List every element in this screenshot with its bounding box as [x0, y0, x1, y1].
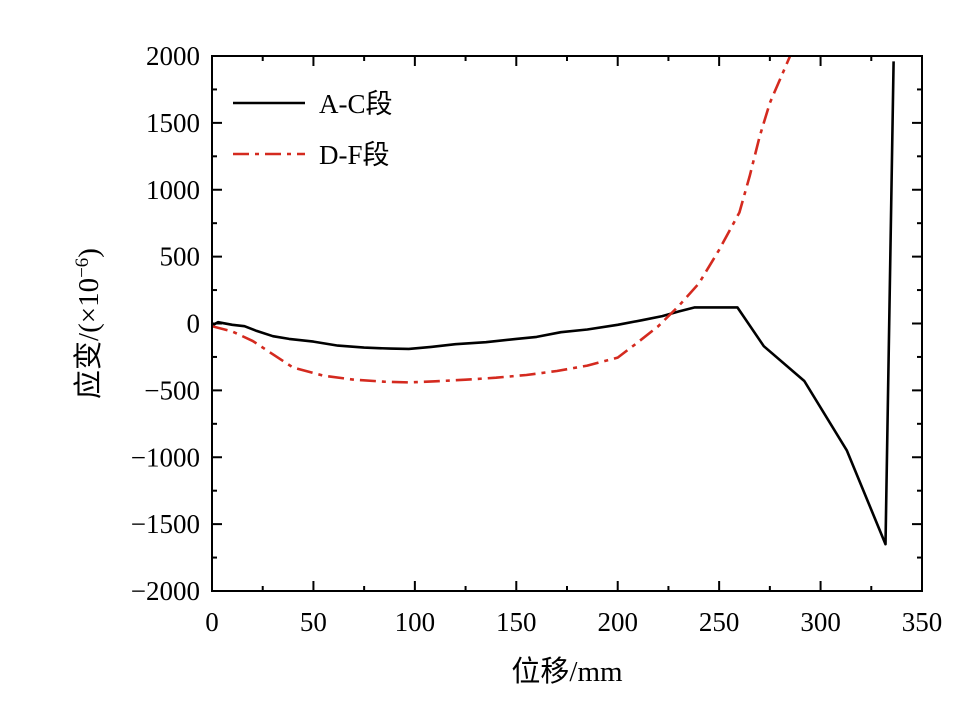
plot-frame — [211, 55, 923, 592]
series-line-df — [212, 56, 792, 384]
x-tick-label: 100 — [395, 607, 436, 637]
y-tick-label: 0 — [187, 309, 201, 339]
y-tick-label: −500 — [144, 375, 200, 405]
x-tick-label: 150 — [496, 607, 537, 637]
y-tick-label: −1000 — [131, 442, 200, 472]
series-layer — [212, 56, 895, 546]
series-line-ac — [212, 61, 895, 546]
y-tick-label: 1000 — [146, 175, 200, 205]
tick-label-layer: 0 50 100 150 200 250 300 350 −2000 −1500 −1000 −500… — [131, 41, 942, 637]
y-tick-label: 2000 — [146, 41, 200, 71]
x-tick-label: 300 — [800, 607, 841, 637]
y-tick-label: 500 — [160, 242, 201, 272]
x-tick-label: 200 — [597, 607, 638, 637]
legend-label-df: D-F段 — [319, 140, 390, 170]
y-axis-title-tail: ) — [73, 248, 105, 258]
x-tick-label: 250 — [699, 607, 740, 637]
tick-layer — [211, 55, 923, 592]
legend-label-ac: A-C段 — [319, 89, 393, 119]
legend: A-C段 D-F段 — [233, 89, 393, 170]
y-axis-title-main: 应变/(×10 — [72, 278, 105, 399]
y-tick-label: −2000 — [131, 576, 200, 606]
x-axis-title: 位移/mm — [511, 655, 623, 688]
x-tick-label: 0 — [205, 607, 219, 637]
y-tick-label: −1500 — [131, 509, 200, 539]
x-tick-label: 50 — [300, 607, 327, 637]
y-tick-label: 1500 — [146, 108, 200, 138]
y-axis-title-exponent: −6 — [72, 258, 93, 278]
x-tick-label: 350 — [902, 607, 943, 637]
y-axis-title: 应变/(×10−6) — [72, 248, 106, 399]
